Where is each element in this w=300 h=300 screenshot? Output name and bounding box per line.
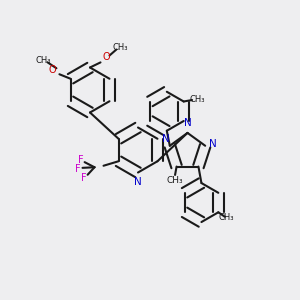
Text: F: F: [81, 173, 87, 183]
Text: N: N: [184, 118, 191, 128]
Text: CH₃: CH₃: [112, 43, 128, 52]
Text: O: O: [49, 65, 56, 75]
Text: N: N: [209, 139, 217, 149]
Text: F: F: [78, 155, 84, 165]
Text: O: O: [103, 52, 110, 62]
Text: CH₃: CH₃: [189, 94, 205, 103]
Text: N: N: [134, 177, 142, 187]
Text: F: F: [75, 164, 81, 174]
Text: CH₃: CH₃: [167, 176, 183, 184]
Text: CH₃: CH₃: [218, 213, 234, 222]
Text: N: N: [162, 134, 170, 144]
Text: CH₃: CH₃: [36, 56, 51, 65]
